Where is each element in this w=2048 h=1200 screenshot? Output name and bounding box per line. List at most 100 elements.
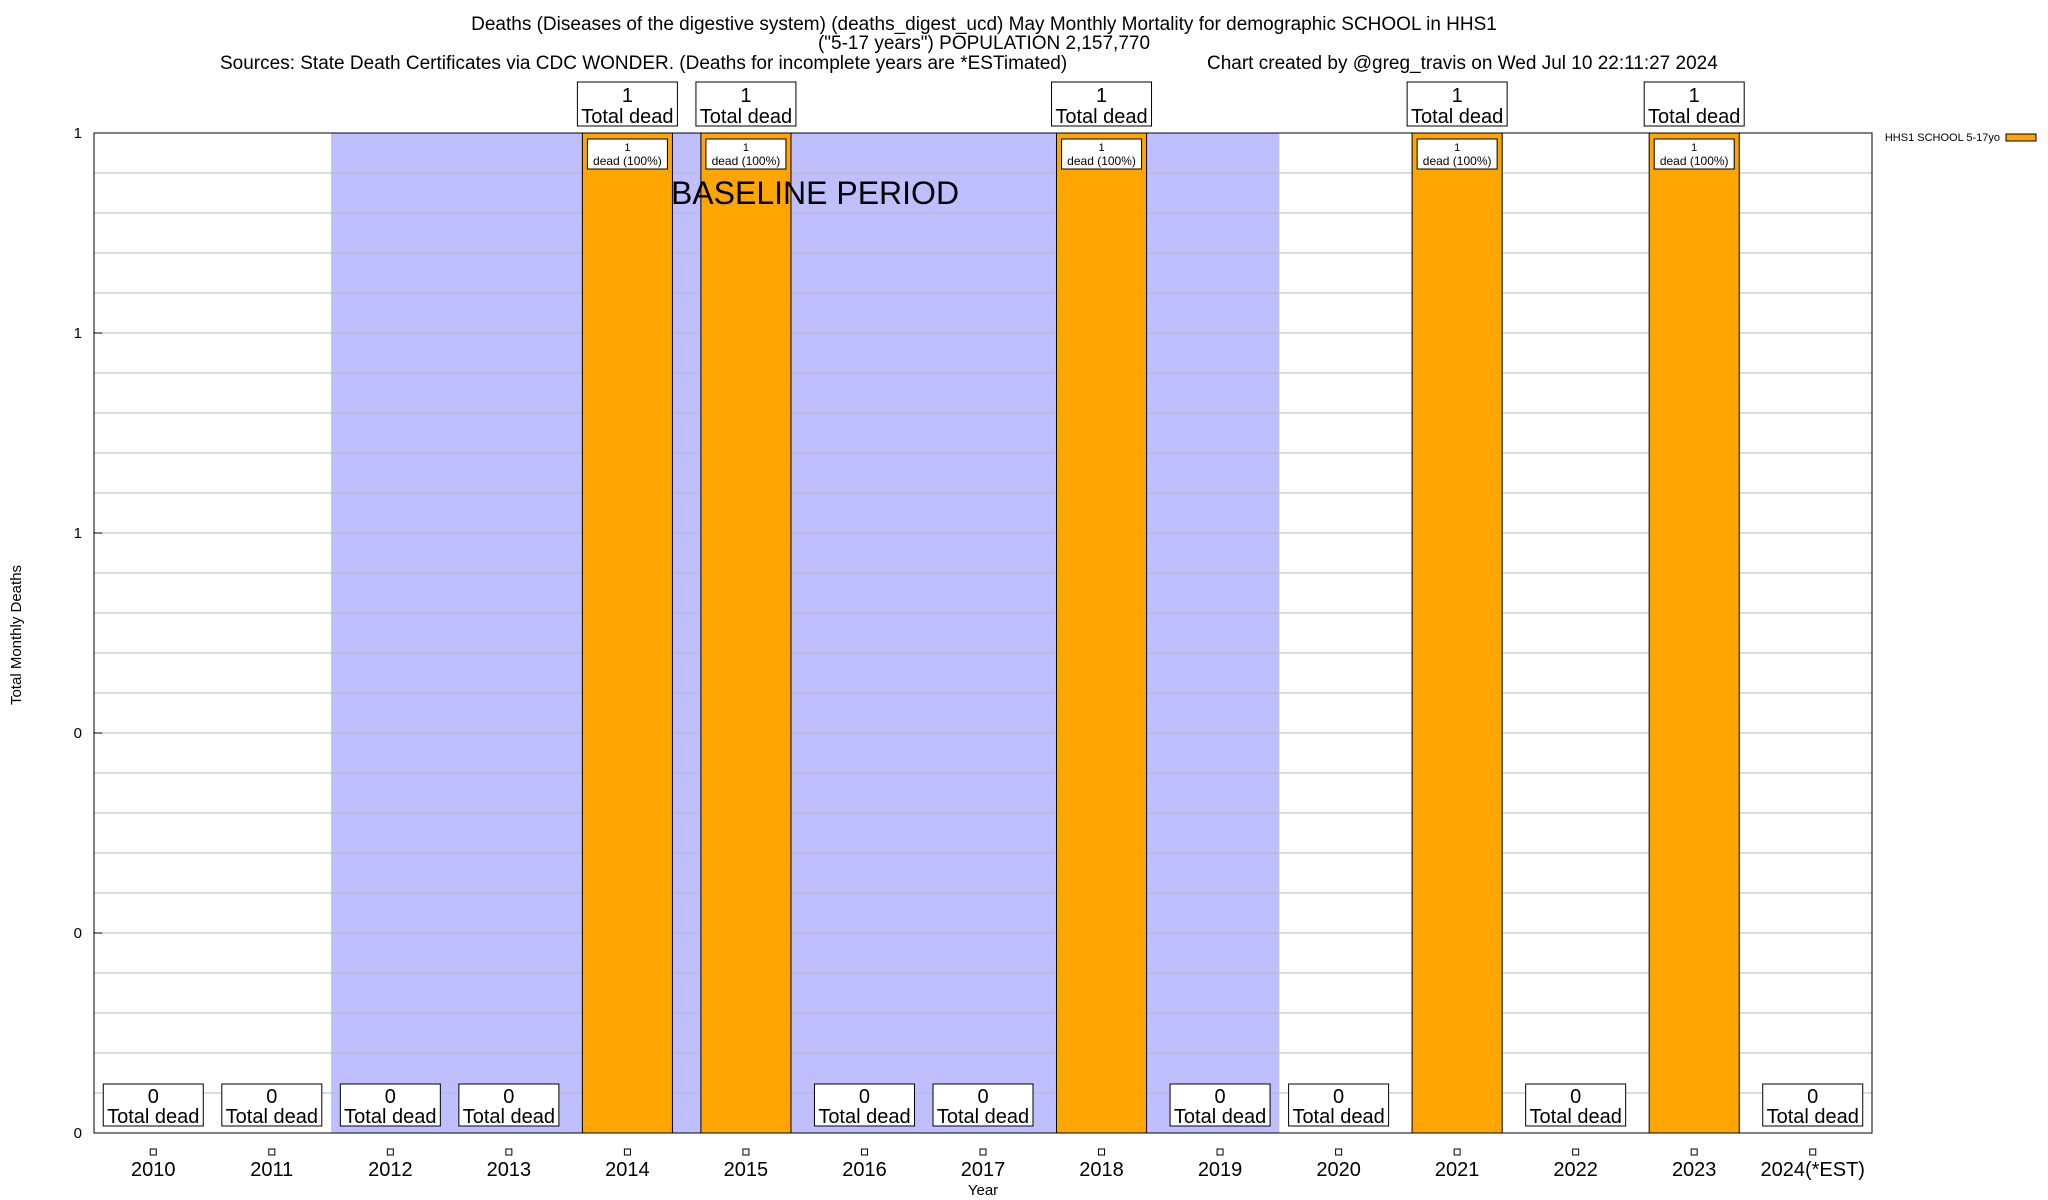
total-label-text: Total dead: [818, 1106, 910, 1128]
x-tick-marker: [386, 1148, 394, 1156]
total-label-text: Total dead: [1411, 106, 1503, 128]
x-tick-label: 2019: [1198, 1159, 1243, 1181]
x-tick-marker: [1335, 1148, 1343, 1156]
total-label-count: 0: [1333, 1086, 1344, 1108]
total-label-text: Total dead: [1055, 106, 1147, 128]
y-tick-label: 1: [74, 325, 82, 342]
segment-label-text: dead (100%): [1660, 154, 1729, 168]
segment-label-count: 1: [1454, 142, 1460, 154]
segment-label-box: [1416, 138, 1498, 170]
total-label-text: Total dead: [581, 106, 673, 128]
total-label-box: [1051, 81, 1153, 127]
x-tick-marker: [1690, 1148, 1698, 1156]
total-label-count: 0: [148, 1086, 159, 1108]
segment-label-count: 1: [1691, 142, 1697, 154]
total-label-count: 1: [1452, 85, 1463, 107]
total-label-box: [576, 81, 678, 127]
total-label-count: 0: [385, 1086, 396, 1108]
x-tick-label: 2010: [131, 1159, 176, 1181]
x-tick-marker: [860, 1148, 868, 1156]
segment-label-box: [705, 138, 787, 170]
legend-swatch: [2005, 133, 2037, 142]
total-label-count: 0: [266, 1086, 277, 1108]
segment-label-text: dead (100%): [593, 154, 662, 168]
x-tick-label: 2022: [1553, 1159, 1598, 1181]
total-label-text: Total dead: [700, 106, 792, 128]
total-label-box: [339, 1083, 441, 1127]
x-tick-label: 2014: [605, 1159, 650, 1181]
plot-frame: [93, 132, 1873, 1134]
x-tick-marker: [742, 1148, 750, 1156]
x-tick-marker: [1809, 1148, 1817, 1156]
x-tick-label: 2013: [487, 1159, 532, 1181]
x-tick-marker: [149, 1148, 157, 1156]
total-label-count: 1: [1096, 85, 1107, 107]
total-label-count: 1: [740, 85, 751, 107]
total-label-box: [221, 1083, 323, 1127]
x-tick-marker: [1098, 1148, 1106, 1156]
total-label-box: [932, 1083, 1034, 1127]
total-label-box: [1762, 1083, 1864, 1127]
segment-label-count: 1: [1098, 142, 1104, 154]
total-label-text: Total dead: [1530, 1106, 1622, 1128]
chart-title: Deaths (Diseases of the digestive system…: [471, 14, 1497, 35]
total-label-count: 1: [622, 85, 633, 107]
total-label-box: [1169, 1083, 1271, 1127]
x-tick-label: 2017: [961, 1159, 1006, 1181]
total-label-text: Total dead: [107, 1106, 199, 1128]
total-label-text: Total dead: [226, 1106, 318, 1128]
x-tick-label: 2023: [1672, 1159, 1717, 1181]
segment-label-text: dead (100%): [712, 154, 781, 168]
total-label-box: [102, 1083, 204, 1127]
y-tick-label: 0: [74, 1125, 82, 1142]
total-label-text: Total dead: [1767, 1106, 1859, 1128]
segment-label-count: 1: [743, 142, 749, 154]
bar: [700, 132, 792, 1134]
total-label-text: Total dead: [463, 1106, 555, 1128]
x-tick-label: 2011: [250, 1159, 293, 1181]
total-label-box: [458, 1083, 560, 1127]
chart-credit: Chart created by @greg_travis on Wed Jul…: [1207, 53, 1718, 74]
total-label-box: [695, 81, 797, 127]
total-label-text: Total dead: [1174, 1106, 1266, 1128]
bar: [1648, 132, 1740, 1134]
bar: [1055, 132, 1148, 1134]
x-tick-marker: [1572, 1148, 1580, 1156]
total-label-count: 0: [503, 1086, 514, 1108]
total-label-box: [1643, 81, 1745, 127]
total-label-text: Total dead: [937, 1106, 1029, 1128]
total-label-count: 0: [859, 1086, 870, 1108]
total-label-count: 0: [1215, 1086, 1226, 1108]
x-tick-marker: [1453, 1148, 1461, 1156]
x-axis-label: Year: [968, 1182, 998, 1199]
total-label-count: 1: [1689, 85, 1700, 107]
x-tick-label: 2021: [1435, 1159, 1480, 1181]
total-label-box: [813, 1083, 915, 1127]
total-label-box: [1406, 81, 1508, 127]
y-tick-label: 1: [74, 525, 82, 542]
x-tick-label: 2018: [1079, 1159, 1124, 1181]
chart-subtitle: ("5-17 years") POPULATION 2,157,770: [817, 33, 1151, 54]
x-tick-label: 2015: [724, 1159, 769, 1181]
total-label-text: Total dead: [1648, 106, 1740, 128]
bar: [581, 132, 673, 1134]
y-tick-label: 0: [74, 725, 82, 742]
x-tick-marker: [979, 1148, 987, 1156]
total-label-box: [1288, 1083, 1390, 1127]
x-tick-marker: [1216, 1148, 1224, 1156]
segment-label-text: dead (100%): [1423, 154, 1492, 168]
x-tick-label: 2012: [368, 1159, 413, 1181]
y-tick-label: 1: [74, 125, 82, 142]
total-label-box: [1525, 1083, 1627, 1127]
bar: [1411, 132, 1503, 1134]
segment-label-box: [1653, 138, 1735, 170]
x-tick-label: 2024(*EST): [1760, 1159, 1865, 1181]
baseline-period-label: BASELINE PERIOD: [671, 175, 959, 211]
x-tick-label: 2016: [842, 1159, 887, 1181]
segment-label-box: [586, 138, 668, 170]
x-tick-marker: [623, 1148, 631, 1156]
total-label-count: 0: [1807, 1086, 1818, 1108]
total-label-count: 0: [977, 1086, 988, 1108]
x-tick-label: 2020: [1316, 1159, 1361, 1181]
